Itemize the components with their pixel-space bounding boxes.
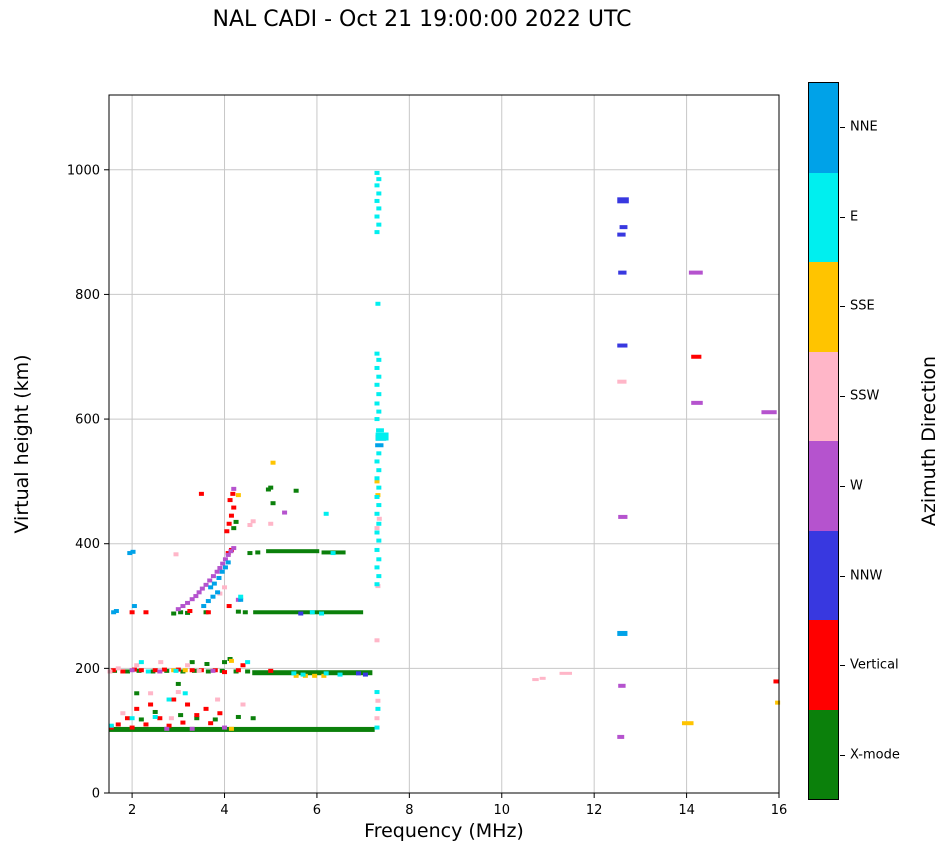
colorbar-segment-E: [809, 172, 838, 262]
svg-text:8: 8: [405, 803, 413, 818]
svg-text:0: 0: [92, 787, 100, 802]
legend-label-NNW: NNW: [850, 568, 883, 584]
colorbar-segment-SSW: [809, 351, 838, 441]
svg-text:2: 2: [128, 803, 136, 818]
colorbar-segment-NNE: [809, 83, 838, 173]
colorbar-tick: [840, 485, 845, 487]
colorbar: [808, 82, 839, 800]
svg-text:16: 16: [771, 803, 788, 818]
legend-label-X-mode: X-mode: [850, 747, 900, 763]
gridlines: [109, 95, 780, 794]
svg-text:6: 6: [313, 803, 321, 818]
svg-text:400: 400: [75, 537, 100, 552]
x-axis-label: Frequency (MHz): [364, 820, 524, 842]
svg-text:12: 12: [586, 803, 603, 818]
colorbar-title: Azimuth Direction: [918, 355, 940, 527]
legend-label-Vertical: Vertical: [850, 657, 899, 673]
plot-border: [108, 94, 780, 794]
colorbar-segment-Vertical: [809, 620, 838, 710]
svg-text:10: 10: [493, 803, 510, 818]
legend-label-W: W: [850, 478, 863, 494]
colorbar-tick: [840, 665, 845, 667]
colorbar-segment-SSE: [809, 262, 838, 352]
series-SSE: [171, 460, 781, 731]
svg-text:800: 800: [75, 288, 100, 303]
legend-label-SSW: SSW: [850, 388, 880, 404]
legend-label-NNE: NNE: [850, 119, 878, 135]
svg-text:14: 14: [678, 803, 695, 818]
series-SSW: [107, 379, 627, 721]
legend-label-E: E: [850, 209, 859, 225]
y-tick-labels: 0 200 400 600 800 1000: [67, 163, 109, 802]
colorbar-tick: [840, 755, 845, 757]
colorbar-tick: [840, 396, 845, 398]
chart-title: NAL CADI - Oct 21 19:00:00 2022 UTC: [212, 7, 632, 32]
colorbar-segment-NNW: [809, 530, 838, 620]
colorbar-tick: [840, 126, 845, 128]
legend-label-SSE: SSE: [850, 298, 875, 314]
svg-text:4: 4: [220, 803, 228, 818]
x-tick-labels: 2 4 6 8 10 12 14 16: [128, 793, 787, 818]
colorbar-segment-X-mode: [809, 709, 838, 799]
series-E: [108, 170, 389, 730]
colorbar-tick: [840, 575, 845, 577]
colorbar-segment-W: [809, 441, 838, 531]
series-NNW: [298, 197, 629, 677]
series-W: [129, 270, 777, 739]
colorbar-tick: [840, 306, 845, 308]
svg-text:200: 200: [75, 662, 100, 677]
series-NNE: [111, 434, 628, 636]
svg-text:600: 600: [75, 413, 100, 428]
colorbar-tick: [840, 216, 845, 218]
svg-text:1000: 1000: [67, 163, 100, 178]
